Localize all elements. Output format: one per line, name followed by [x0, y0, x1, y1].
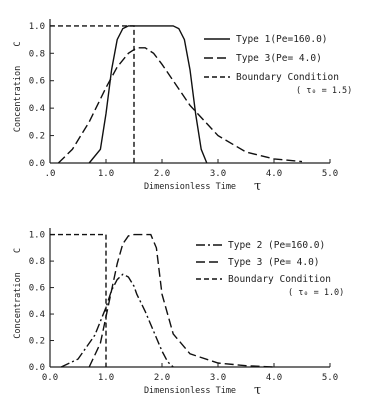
series-line-boundary-condition — [50, 233, 107, 367]
y-tick-label: 0.4 — [29, 310, 45, 320]
legend-subtext: ( τ₀ = 1.0) — [288, 288, 344, 298]
x-tick-label: .0 — [45, 169, 56, 179]
legend-entry: Boundary Condition — [228, 274, 331, 285]
legend-entry: Boundary Condition — [236, 72, 339, 83]
series-line-type-3 — [57, 47, 303, 164]
chart-1: .0 1.0 2.0 3.0 4.0 5.0 0.0 0.2 0.4 0.6 0.8 1.0 Dimen… — [13, 19, 352, 194]
y-tick-label: 0.6 — [29, 77, 45, 87]
legend: Type 1(Pe=160.0) Type 3(Pe= 4.0) Boundary … — [204, 34, 352, 96]
x-tick-label: 3.0 — [210, 169, 226, 179]
y-tick-label: 1.0 — [29, 22, 45, 32]
y-tick-label: 0.8 — [29, 257, 45, 267]
x-axis-symbol: τ — [254, 179, 261, 194]
x-tick-label: 3.0 — [210, 373, 226, 383]
x-tick-label: 1.0 — [98, 169, 114, 179]
series-line-type-3 — [88, 233, 275, 368]
y-tick-label: 0.6 — [29, 284, 45, 294]
y-tick-label: 0.2 — [29, 337, 45, 347]
legend-subtext: ( τ₀ = 1.5) — [296, 86, 352, 96]
x-axis-label: Dimensionless Time — [144, 386, 236, 396]
y-tick-label: 0.4 — [29, 104, 45, 114]
y-tick-label: 0.8 — [29, 49, 45, 59]
x-tick-label: 1.0 — [98, 373, 114, 383]
legend-entry: Type 2 (Pe=160.0) — [228, 240, 325, 251]
x-tick-label: 2.0 — [154, 373, 170, 383]
x-tick-label: 0.0 — [42, 373, 58, 383]
y-axis-symbol: C — [13, 41, 23, 46]
series-line-type-1 — [88, 25, 208, 164]
y-tick-label: 0.2 — [29, 132, 45, 142]
x-tick-label: 2.0 — [154, 169, 170, 179]
y-tick-label: 1.0 — [29, 231, 45, 241]
y-axis-label: Concentration — [13, 66, 23, 133]
legend-entry: Type 3 (Pe= 4.0) — [228, 257, 320, 268]
x-axis-label: Dimensionless Time — [144, 182, 236, 192]
legend-entry: Type 1(Pe=160.0) — [236, 34, 328, 45]
y-axis-label: Concentration — [13, 272, 23, 339]
y-tick-label: 0.0 — [29, 363, 45, 373]
x-tick-label: 4.0 — [266, 373, 282, 383]
x-tick-label: 5.0 — [322, 169, 338, 179]
series-line-boundary-condition — [50, 25, 135, 163]
y-axis-symbol: C — [13, 248, 23, 253]
x-tick-label: 4.0 — [266, 169, 282, 179]
series-line-type-2 — [60, 273, 174, 368]
chart-2: 0.0 1.0 2.0 3.0 4.0 5.0 0.0 0.2 0.4 0.6 0.8 1.0 Dime… — [13, 228, 344, 398]
y-tick-label: 0.0 — [29, 159, 45, 169]
x-axis-symbol: τ — [254, 383, 261, 398]
x-tick-label: 5.0 — [322, 373, 338, 383]
legend-entry: Type 3(Pe= 4.0) — [236, 53, 322, 64]
legend: Type 2 (Pe=160.0) Type 3 (Pe= 4.0) Boundar… — [196, 240, 344, 298]
